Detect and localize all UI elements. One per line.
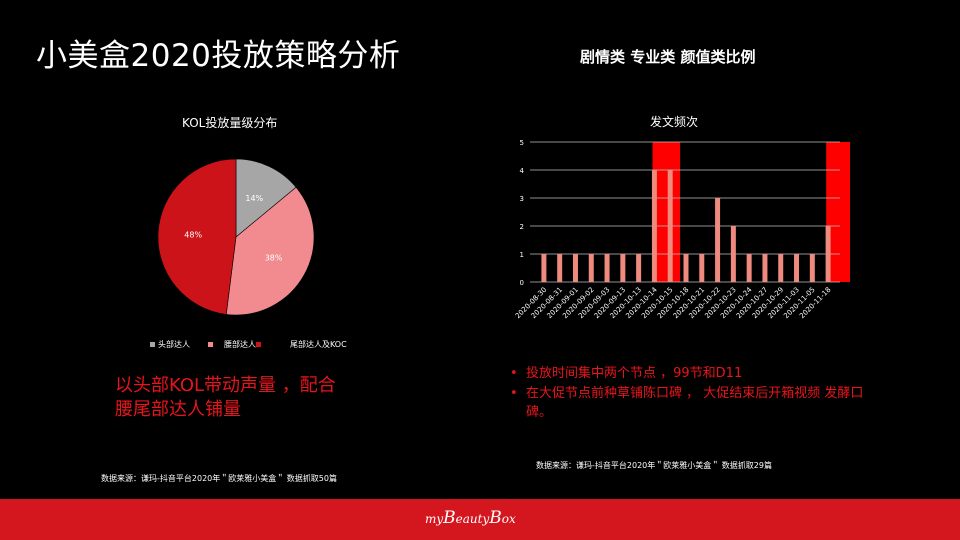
pie-chart-title: KOL投放量级分布 (182, 116, 278, 130)
highlight-region (652, 142, 681, 282)
legend-label: 尾部达人及KOC (290, 340, 347, 349)
bar (636, 254, 642, 282)
bar (746, 254, 752, 282)
page-title: 小美盒2020投放策略分析 (36, 38, 401, 74)
data-source-right: 数据来源：谦玛-抖音平台2020年＂欧莱雅小美盒＂ 数据抓取29篇 (536, 461, 772, 470)
pie-slice (157, 158, 237, 315)
legend-label: 头部达人 (158, 340, 190, 349)
legend-label: 腰部达人 (224, 340, 256, 349)
bar (699, 254, 705, 282)
bar (541, 254, 547, 282)
bar (604, 254, 610, 282)
bar-chart: 0123452020-08-302020-08-312020-09-012020… (514, 139, 850, 320)
logo-text: ox (501, 512, 516, 526)
pie-chart: 14% 38% 48% (157, 158, 315, 316)
strategy-note-line: 腰尾部达人铺量 (115, 399, 241, 420)
bar (730, 226, 736, 282)
bar (762, 254, 768, 282)
pie-slice (235, 158, 297, 238)
bar (620, 254, 626, 282)
y-tick-label: 4 (520, 167, 525, 175)
y-tick-label: 1 (520, 251, 524, 259)
legend-item-waist: 腰部达人 (208, 339, 256, 350)
bar (667, 170, 673, 282)
highlight-region (826, 142, 850, 282)
bar (651, 170, 657, 282)
bullet-text: 在大促节点前种草铺陈口碑 ， 大促结束后开箱视频 发酵口碑。 (526, 386, 864, 420)
bullet-item: • 在大促节点前种草铺陈口碑 ， 大促结束后开箱视频 发酵口碑。 (510, 384, 880, 422)
bar (588, 254, 594, 282)
bar (572, 254, 578, 282)
logo-text: B (489, 508, 502, 528)
pie-slice-label: 48% (184, 230, 202, 239)
bar (809, 254, 815, 282)
bullet-icon: • (510, 366, 518, 381)
y-tick-label: 3 (520, 195, 524, 203)
legend-item-head: 头部达人 (150, 339, 190, 350)
bar (715, 198, 721, 282)
bar (557, 254, 563, 282)
bar (794, 254, 800, 282)
strategy-note-line: 以头部KOL带动声量 ，配合 (115, 375, 336, 396)
section-title-content-ratio: 剧情类 专业类 颜值类比例 (580, 48, 756, 66)
pie-slice-label: 14% (245, 194, 263, 203)
brand-logo: myBeautyBox (425, 508, 516, 528)
logo-text: B (443, 508, 456, 528)
insight-bullets: • 投放时间集中两个节点 ，99节和D11 • 在大促节点前种草铺陈口碑 ， 大… (510, 364, 880, 422)
logo-text: eauty (455, 512, 490, 526)
bullet-item: • 投放时间集中两个节点 ，99节和D11 (510, 364, 880, 383)
bar (825, 226, 831, 282)
legend-swatch (208, 342, 213, 347)
data-source-left: 数据来源：谦玛-抖音平台2020年＂欧莱雅小美盒＂ 数据抓取50篇 (101, 474, 337, 483)
pie-slice-label: 38% (265, 254, 283, 263)
bar-chart-title: 发文频次 (650, 115, 699, 129)
strategy-note: 以头部KOL带动声量 ，配合 腰尾部达人铺量 (115, 374, 336, 422)
pie-legend: 头部达人 腰部达人 尾部达人及KOC (150, 339, 347, 350)
bar (778, 254, 784, 282)
logo-text: my (425, 512, 444, 526)
legend-item-tail: 尾部达人及KOC (256, 339, 347, 350)
bar (683, 254, 689, 282)
footer-bar (0, 499, 960, 540)
y-tick-label: 5 (520, 139, 524, 147)
bullet-text: 投放时间集中两个节点 ，99节和D11 (526, 366, 743, 381)
legend-swatch (150, 342, 155, 347)
y-tick-label: 0 (520, 279, 524, 287)
pie-slice (225, 186, 315, 316)
legend-swatch (256, 342, 261, 347)
y-tick-label: 2 (520, 223, 524, 231)
bullet-icon: • (510, 386, 518, 401)
